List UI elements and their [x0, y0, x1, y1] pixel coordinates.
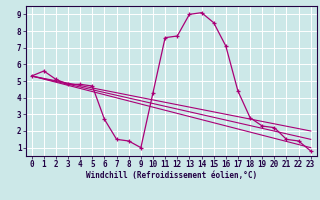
X-axis label: Windchill (Refroidissement éolien,°C): Windchill (Refroidissement éolien,°C) [86, 171, 257, 180]
